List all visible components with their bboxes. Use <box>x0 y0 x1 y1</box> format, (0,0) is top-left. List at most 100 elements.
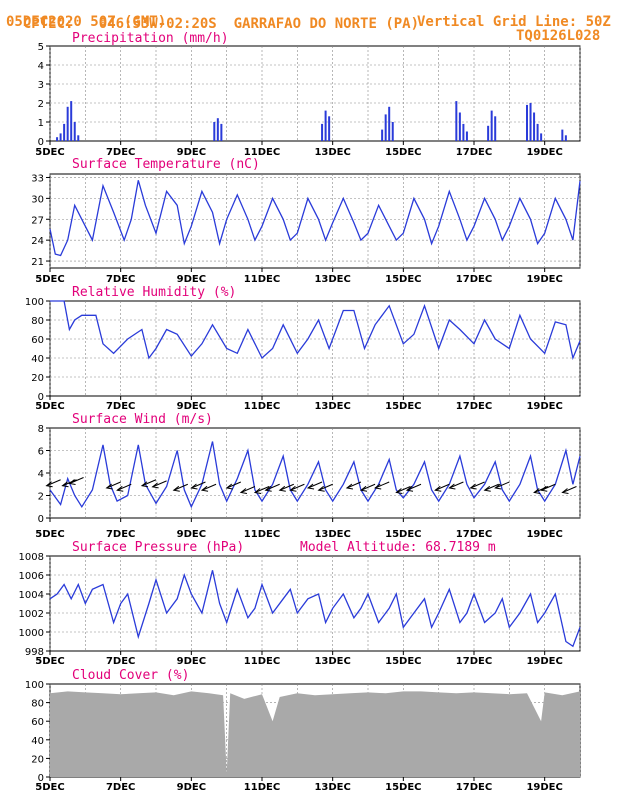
x-tick-label: 13DEC <box>314 782 350 793</box>
x-tick-label: 13DEC <box>314 529 350 540</box>
x-tick-label: 19DEC <box>526 529 562 540</box>
x-tick-label: 9DEC <box>177 401 206 412</box>
x-tick-label: 11DEC <box>244 529 280 540</box>
y-tick-label: 1000 <box>19 628 44 639</box>
panel-annotation: Model Altitude: 68.7189 m <box>300 540 496 555</box>
precip-bar <box>388 106 391 141</box>
x-tick-label: 15DEC <box>385 401 421 412</box>
panel-title: Precipitation (mm/h) <box>72 31 229 46</box>
wind-arrow-head <box>289 485 297 492</box>
precip-bar <box>328 116 331 141</box>
wind-arrow <box>117 483 132 491</box>
wind-arrow-head <box>264 485 272 492</box>
precip-bar <box>462 123 465 141</box>
precip-bar <box>487 125 490 141</box>
wind-arrow <box>201 483 217 491</box>
x-tick-label: 11DEC <box>244 401 280 412</box>
y-tick-label: 30 <box>31 194 44 205</box>
panel-title: Relative Humidity (%) <box>72 285 236 300</box>
y-tick-label: 80 <box>31 699 44 710</box>
wind-arrow <box>541 483 556 491</box>
precip-bar <box>458 112 461 141</box>
wind-arrow <box>360 483 376 491</box>
y-tick-label: 2 <box>38 492 44 503</box>
wind-arrow-head <box>317 485 325 492</box>
x-tick-label: 19DEC <box>526 147 562 158</box>
x-tick-label: 13DEC <box>314 401 350 412</box>
wind-arrow <box>290 483 305 491</box>
wind-arrow <box>173 483 188 491</box>
wind-arrow-head <box>239 488 248 494</box>
wind-arrow-head <box>359 485 368 492</box>
wind-arrow <box>69 477 84 484</box>
x-tick-label: 15DEC <box>385 529 421 540</box>
precip-bar <box>63 123 66 141</box>
precip-bar <box>561 129 564 141</box>
y-tick-label: 0 <box>38 773 44 784</box>
precip-bar <box>381 129 384 141</box>
y-tick-label: 4 <box>38 469 44 480</box>
series-line <box>49 441 581 509</box>
precip-bar <box>324 110 327 141</box>
wind-arrow <box>435 483 450 491</box>
wind-arrow <box>141 479 157 487</box>
wind-arrow-head <box>533 488 541 494</box>
x-tick-label: 15DEC <box>385 782 421 793</box>
wind-arrow-head <box>494 483 502 490</box>
wind-arrow-head <box>306 483 315 490</box>
wind-arrow <box>279 483 294 491</box>
header-location: GARRAFAO DO NORTE (PA) <box>233 16 420 32</box>
panel-title: Surface Pressure (hPa) <box>72 540 244 555</box>
series-line <box>50 300 581 361</box>
x-tick-label: 19DEC <box>526 401 562 412</box>
wind-arrow <box>265 483 280 491</box>
wind-arrow <box>470 481 485 489</box>
x-tick-label: 19DEC <box>526 782 562 793</box>
wind-arrow-head <box>105 483 113 490</box>
y-tick-label: 60 <box>31 717 44 728</box>
wind-arrow-head <box>395 488 403 494</box>
x-tick-label: 9DEC <box>177 656 206 667</box>
y-tick-label: 6 <box>38 447 44 458</box>
x-tick-label: 7DEC <box>106 147 135 158</box>
y-tick-label: 3 <box>38 80 44 91</box>
panel-title: Cloud Cover (%) <box>72 668 189 683</box>
precip-bar <box>73 122 76 141</box>
y-tick-label: 100 <box>25 297 44 308</box>
x-tick-label: 5DEC <box>35 401 64 412</box>
wind-arrow <box>62 479 77 487</box>
y-tick-label: 1002 <box>19 609 44 620</box>
precip-bar <box>533 112 536 141</box>
wind-arrow-head <box>345 483 354 490</box>
wind-arrow <box>240 486 256 493</box>
precip-bar <box>540 133 543 141</box>
x-tick-label: 5DEC <box>35 529 64 540</box>
x-tick-label: 15DEC <box>385 147 421 158</box>
x-tick-label: 15DEC <box>385 274 421 285</box>
x-tick-label: 7DEC <box>106 401 135 412</box>
x-tick-label: 19DEC <box>526 274 562 285</box>
wind-arrow-head <box>483 485 491 492</box>
x-tick-label: 13DEC <box>314 656 350 667</box>
y-tick-label: 40 <box>31 354 44 365</box>
y-tick-label: 24 <box>31 236 44 247</box>
y-tick-label: 21 <box>31 257 44 268</box>
wind-arrow-head <box>61 481 69 488</box>
y-tick-label: 60 <box>31 335 44 346</box>
y-tick-label: 40 <box>31 736 44 747</box>
wind-arrow-head <box>225 483 233 490</box>
wind-arrow <box>495 481 510 489</box>
wind-arrow <box>534 486 549 493</box>
precip-bar <box>77 135 80 141</box>
x-tick-label: 15DEC <box>385 656 421 667</box>
x-tick-label: 9DEC <box>177 147 206 158</box>
x-tick-label: 17DEC <box>456 782 492 793</box>
wind-arrow <box>152 480 167 488</box>
y-tick-label: 27 <box>31 215 44 226</box>
panel-frame <box>49 555 581 652</box>
x-tick-label: 17DEC <box>456 274 492 285</box>
x-tick-label: 7DEC <box>106 782 135 793</box>
y-tick-label: 2 <box>38 99 44 110</box>
wind-arrow-head <box>200 485 209 492</box>
wind-arrow <box>226 481 241 489</box>
